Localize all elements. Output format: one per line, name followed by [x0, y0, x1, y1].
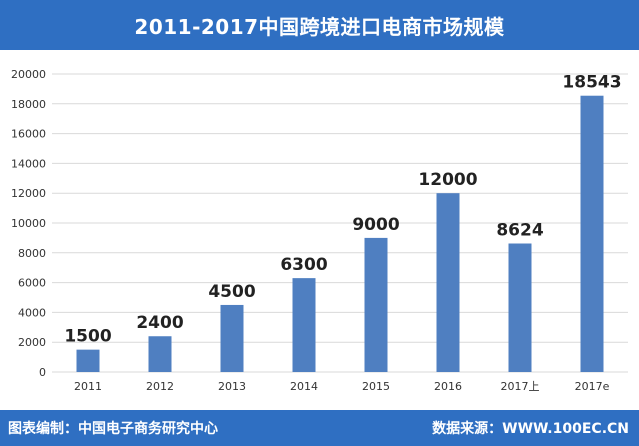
y-tick-label: 16000	[11, 128, 46, 141]
bar-2015	[364, 237, 388, 372]
y-axis-ticks: 0 2000 4000 6000 8000 10000 12000 14000 16000 180…	[11, 68, 46, 379]
x-tick-label: 2017上	[501, 380, 540, 393]
x-tick-label: 2014	[290, 380, 318, 393]
footer-source: 数据来源：WWW.100EC.CN	[432, 421, 629, 437]
bar-2013	[220, 304, 244, 372]
bar-2012	[148, 336, 172, 372]
data-label: 9000	[352, 215, 399, 235]
bar-2017上	[508, 243, 532, 372]
bars	[76, 95, 604, 373]
footer-bar: 图表编制：中国电子商务研究中心 数据来源：WWW.100EC.CN	[0, 410, 639, 446]
y-tick-label: 10000	[11, 217, 46, 230]
x-tick-label: 2015	[362, 380, 390, 393]
x-tick-label: 2012	[146, 380, 174, 393]
data-label: 8624	[496, 221, 543, 241]
x-tick-label: 2016	[434, 380, 462, 393]
data-label: 6300	[280, 255, 327, 275]
data-label: 2400	[136, 313, 183, 333]
data-label: 1500	[64, 327, 111, 347]
grid-lines	[52, 73, 628, 373]
y-tick-label: 6000	[18, 277, 46, 290]
y-tick-label: 18000	[11, 98, 46, 111]
y-tick-label: 12000	[11, 187, 46, 200]
title-bar: 2011-2017中国跨境进口电商市场规模	[0, 0, 639, 50]
y-tick-label: 2000	[18, 336, 46, 349]
data-labels: 1500 2400 4500 6300 9000 12000 8624 18543	[64, 73, 621, 347]
footer-credit: 图表编制：中国电子商务研究中心	[8, 421, 218, 437]
y-tick-label: 20000	[11, 68, 46, 81]
x-tick-label: 2013	[218, 380, 246, 393]
y-tick-label: 14000	[11, 157, 46, 170]
y-tick-label: 4000	[18, 306, 46, 319]
y-tick-label: 0	[39, 366, 46, 379]
x-axis-ticks: 2011 2012 2013 2014 2015 2016 2017上 2017e	[74, 380, 610, 393]
y-tick-label: 8000	[18, 247, 46, 260]
chart-title: 2011-2017中国跨境进口电商市场规模	[134, 14, 505, 39]
bar-2014	[292, 278, 316, 372]
x-tick-label: 2011	[74, 380, 102, 393]
bar-2017e	[580, 95, 604, 373]
bar-chart: 0 2000 4000 6000 8000 10000 12000 14000 16000 180…	[11, 68, 628, 393]
bar-2011	[76, 349, 100, 372]
data-label: 12000	[418, 170, 477, 190]
x-tick-label: 2017e	[575, 380, 610, 393]
data-label: 18543	[562, 73, 621, 93]
data-label: 4500	[208, 282, 255, 302]
bar-2016	[436, 193, 460, 372]
